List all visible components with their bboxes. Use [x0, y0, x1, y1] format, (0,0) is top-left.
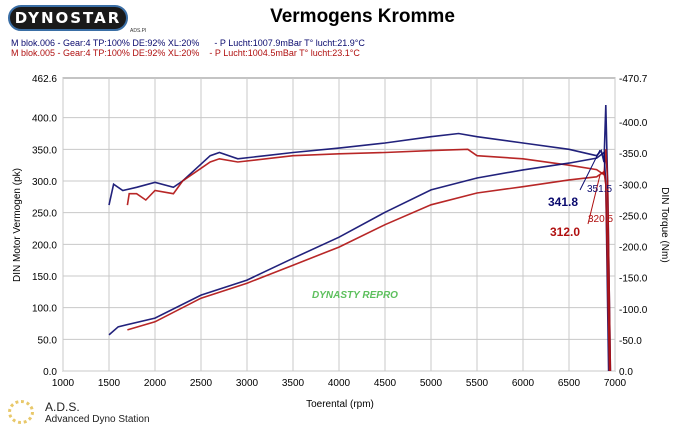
- y-tick-label: 400.0: [32, 114, 57, 125]
- x-tick-label: 1500: [98, 378, 121, 389]
- x-tick-label: 7000: [604, 378, 627, 389]
- blue-power-max-label: 341.8: [548, 195, 578, 209]
- y-tick-label: 0.0: [43, 367, 57, 378]
- y2-tick-label: -350.0: [619, 149, 648, 160]
- y2-top-label: -470.7: [619, 74, 648, 85]
- blue-torque-max-label: 351.5: [587, 184, 612, 195]
- y-tick-label: 300.0: [32, 177, 57, 188]
- x-tick-label: 2000: [144, 378, 167, 389]
- y-top-label: 462.6: [32, 74, 57, 85]
- logo-subtext: ADS.PI: [130, 28, 147, 34]
- y2-tick-label: -50.0: [619, 336, 642, 347]
- x-tick-label: 4500: [374, 378, 397, 389]
- x-tick-label: 3000: [236, 378, 259, 389]
- x-tick-label: 2500: [190, 378, 213, 389]
- y2-tick-label: -150.0: [619, 274, 648, 285]
- x-tick-label: 5000: [420, 378, 443, 389]
- x-tick-label: 1000: [52, 378, 75, 389]
- ads-logo-icon: [8, 400, 34, 424]
- annotation-leader: [587, 174, 601, 225]
- series-line-2: [108, 150, 610, 372]
- x-tick-label: 4000: [328, 378, 351, 389]
- y2-tick-label: -250.0: [619, 211, 648, 222]
- x-tick-label: 5500: [466, 378, 489, 389]
- footer-name: A.D.S.: [45, 400, 80, 414]
- run-info-blue: M blok.006 - Gear:4 TP:100% DE:92% XL:20…: [11, 38, 365, 48]
- red-torque-max-label: 320.5: [588, 214, 613, 225]
- y-tick-label: 50.0: [38, 335, 58, 346]
- annotation-leader: [579, 149, 601, 191]
- series-line-3: [127, 170, 611, 372]
- y2-tick-label: -200.0: [619, 243, 648, 254]
- x-axis-label: Toerental (rpm): [306, 399, 374, 410]
- x-tick-label: 6000: [512, 378, 535, 389]
- y-axis-label: DIN Motor Vermogen (pk): [12, 168, 23, 282]
- y-tick-label: 350.0: [32, 145, 57, 156]
- series-line-0: [108, 104, 612, 372]
- dynostar-logo: DYNOSTAR: [8, 5, 128, 31]
- footer-subtitle: Advanced Dyno Station: [45, 414, 150, 425]
- red-power-max-label: 312.0: [550, 225, 580, 239]
- x-tick-label: 3500: [282, 378, 305, 389]
- watermark-text: DYNASTY REPRO: [312, 290, 398, 301]
- y2-tick-label: 0.0: [619, 367, 633, 378]
- y2-tick-label: -100.0: [619, 305, 648, 316]
- y-tick-label: 250.0: [32, 209, 57, 220]
- run-info-red: M blok.005 - Gear:4 TP:100% DE:92% XL:20…: [11, 48, 360, 58]
- y-tick-label: 150.0: [32, 272, 57, 283]
- chart-title: Vermogens Kromme: [270, 6, 455, 27]
- y-tick-label: 200.0: [32, 240, 57, 251]
- y2-axis-label: DIN Torque (Nm): [659, 187, 670, 262]
- series-line-1: [126, 148, 612, 372]
- y2-tick-label: -400.0: [619, 118, 648, 129]
- y2-tick-label: -300.0: [619, 180, 648, 191]
- y-tick-label: 100.0: [32, 304, 57, 315]
- x-tick-label: 6500: [558, 378, 581, 389]
